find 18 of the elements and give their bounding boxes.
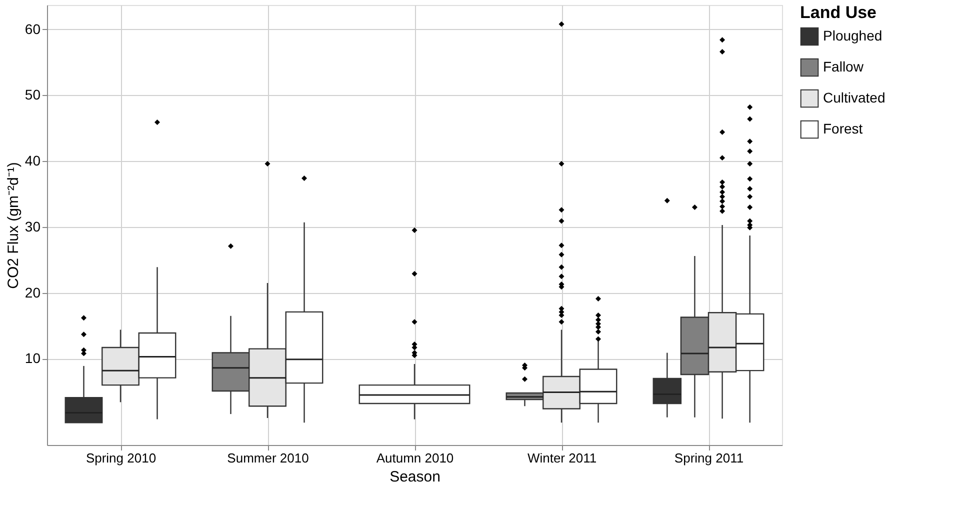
x-tick-label: Spring 2011 (674, 450, 744, 466)
y-tick-label: 20 (24, 284, 41, 300)
legend-title: Land Use (800, 3, 877, 22)
legend-label: Forest (823, 120, 863, 136)
legend-label: Cultivated (823, 90, 886, 106)
legend-label: Ploughed (823, 28, 882, 44)
y-tick-label: 10 (24, 350, 41, 366)
y-axis-title: CO2 Flux (gm⁻²d⁻¹) (4, 162, 22, 289)
y-tick-label: 30 (24, 218, 41, 234)
x-tick-label: Winter 2011 (527, 450, 597, 466)
x-tick-label: Summer 2010 (227, 450, 309, 466)
y-tick-label: 50 (24, 86, 41, 103)
x-axis-title: Season (390, 468, 440, 486)
x-tick-label: Autumn 2010 (376, 450, 454, 466)
legend-label: Fallow (823, 58, 864, 74)
y-tick-label: 60 (24, 20, 41, 37)
y-tick-label: 40 (24, 152, 41, 169)
x-tick-label: Spring 2010 (86, 450, 156, 466)
